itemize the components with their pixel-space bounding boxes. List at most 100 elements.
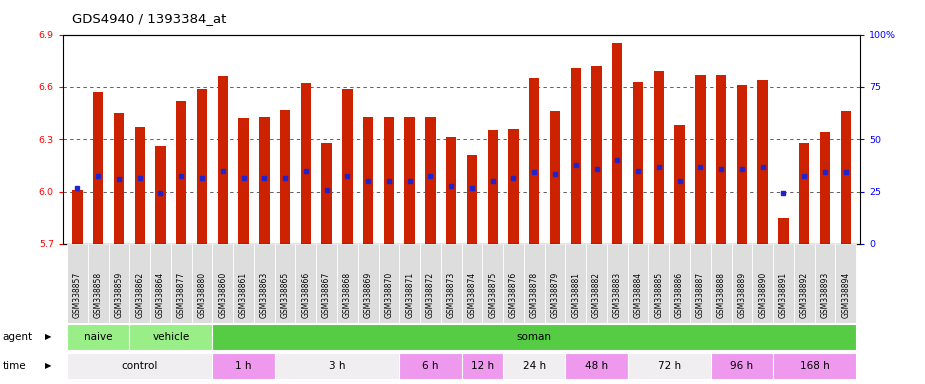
Bar (342, 89, 352, 244)
Text: 1 h: 1 h (235, 361, 252, 371)
Bar (545, 244, 565, 323)
Bar (462, 244, 482, 323)
Bar (197, 89, 207, 244)
Bar (815, 35, 835, 244)
Bar (835, 244, 857, 323)
Bar (710, 244, 732, 323)
Text: GSM338882: GSM338882 (592, 272, 601, 318)
Bar (654, 71, 664, 244)
Bar (321, 143, 332, 244)
Text: GSM338884: GSM338884 (634, 272, 643, 318)
Text: 96 h: 96 h (731, 361, 754, 371)
Bar (524, 35, 545, 244)
Text: time: time (3, 361, 27, 371)
Bar (130, 324, 213, 350)
Bar (316, 35, 337, 244)
Text: GSM338880: GSM338880 (198, 272, 206, 318)
Text: GSM338889: GSM338889 (737, 272, 746, 318)
Bar (752, 244, 773, 323)
Bar (669, 244, 690, 323)
Bar (316, 244, 337, 323)
Bar (736, 85, 747, 244)
Bar (628, 35, 648, 244)
Bar (337, 244, 358, 323)
Bar (732, 35, 752, 244)
Text: GSM338885: GSM338885 (654, 272, 663, 318)
Bar (176, 101, 187, 244)
Text: 24 h: 24 h (523, 361, 546, 371)
Text: 12 h: 12 h (471, 361, 494, 371)
Bar (690, 35, 710, 244)
Bar (571, 68, 581, 244)
Bar (633, 82, 643, 244)
Text: 72 h: 72 h (658, 361, 681, 371)
Bar (213, 244, 233, 323)
Bar (67, 324, 130, 350)
Bar (529, 78, 539, 244)
Text: GSM338873: GSM338873 (447, 271, 456, 318)
Bar (404, 116, 414, 244)
Bar (295, 244, 316, 323)
Text: GSM338879: GSM338879 (550, 271, 560, 318)
Bar (509, 129, 519, 244)
Bar (155, 146, 166, 244)
Bar (378, 244, 400, 323)
Bar (794, 35, 815, 244)
Bar (441, 35, 462, 244)
Text: naive: naive (84, 332, 113, 342)
Text: GSM338893: GSM338893 (820, 271, 830, 318)
Bar (690, 244, 710, 323)
Bar (150, 244, 171, 323)
Text: 3 h: 3 h (328, 361, 345, 371)
Text: control: control (121, 361, 158, 371)
Bar (384, 116, 394, 244)
Bar (503, 35, 524, 244)
Text: soman: soman (517, 332, 551, 342)
Bar (628, 353, 710, 379)
Bar (752, 35, 773, 244)
Bar (446, 137, 456, 244)
Text: GSM338859: GSM338859 (115, 271, 123, 318)
Bar (134, 127, 145, 244)
Bar (280, 109, 290, 244)
Text: ▶: ▶ (44, 361, 52, 370)
Bar (426, 116, 436, 244)
Text: 6 h: 6 h (422, 361, 438, 371)
Bar (648, 244, 669, 323)
Bar (358, 35, 378, 244)
Bar (586, 244, 607, 323)
Bar (171, 35, 191, 244)
Text: GSM338891: GSM338891 (779, 272, 788, 318)
Bar (420, 35, 441, 244)
Text: GSM338863: GSM338863 (260, 271, 269, 318)
Text: GSM338871: GSM338871 (405, 272, 414, 318)
Bar (254, 35, 275, 244)
Bar (108, 244, 130, 323)
Bar (565, 244, 586, 323)
Text: GSM338874: GSM338874 (467, 271, 476, 318)
Text: agent: agent (3, 332, 33, 342)
Bar (72, 190, 82, 244)
Text: GSM338860: GSM338860 (218, 271, 228, 318)
Text: vehicle: vehicle (153, 332, 190, 342)
Bar (295, 35, 316, 244)
Bar (337, 35, 358, 244)
Bar (607, 35, 628, 244)
Bar (130, 244, 150, 323)
Bar (607, 244, 628, 323)
Bar (213, 35, 233, 244)
Bar (467, 155, 477, 244)
Bar (239, 118, 249, 244)
Text: GSM338864: GSM338864 (156, 271, 165, 318)
Bar (301, 83, 311, 244)
Bar (462, 35, 482, 244)
Bar (482, 35, 503, 244)
Text: GSM338890: GSM338890 (758, 271, 767, 318)
Bar (591, 66, 602, 244)
Bar (696, 74, 706, 244)
Text: GSM338857: GSM338857 (73, 271, 82, 318)
Bar (213, 324, 857, 350)
Bar (482, 244, 503, 323)
Text: GSM338867: GSM338867 (322, 271, 331, 318)
Bar (628, 244, 648, 323)
